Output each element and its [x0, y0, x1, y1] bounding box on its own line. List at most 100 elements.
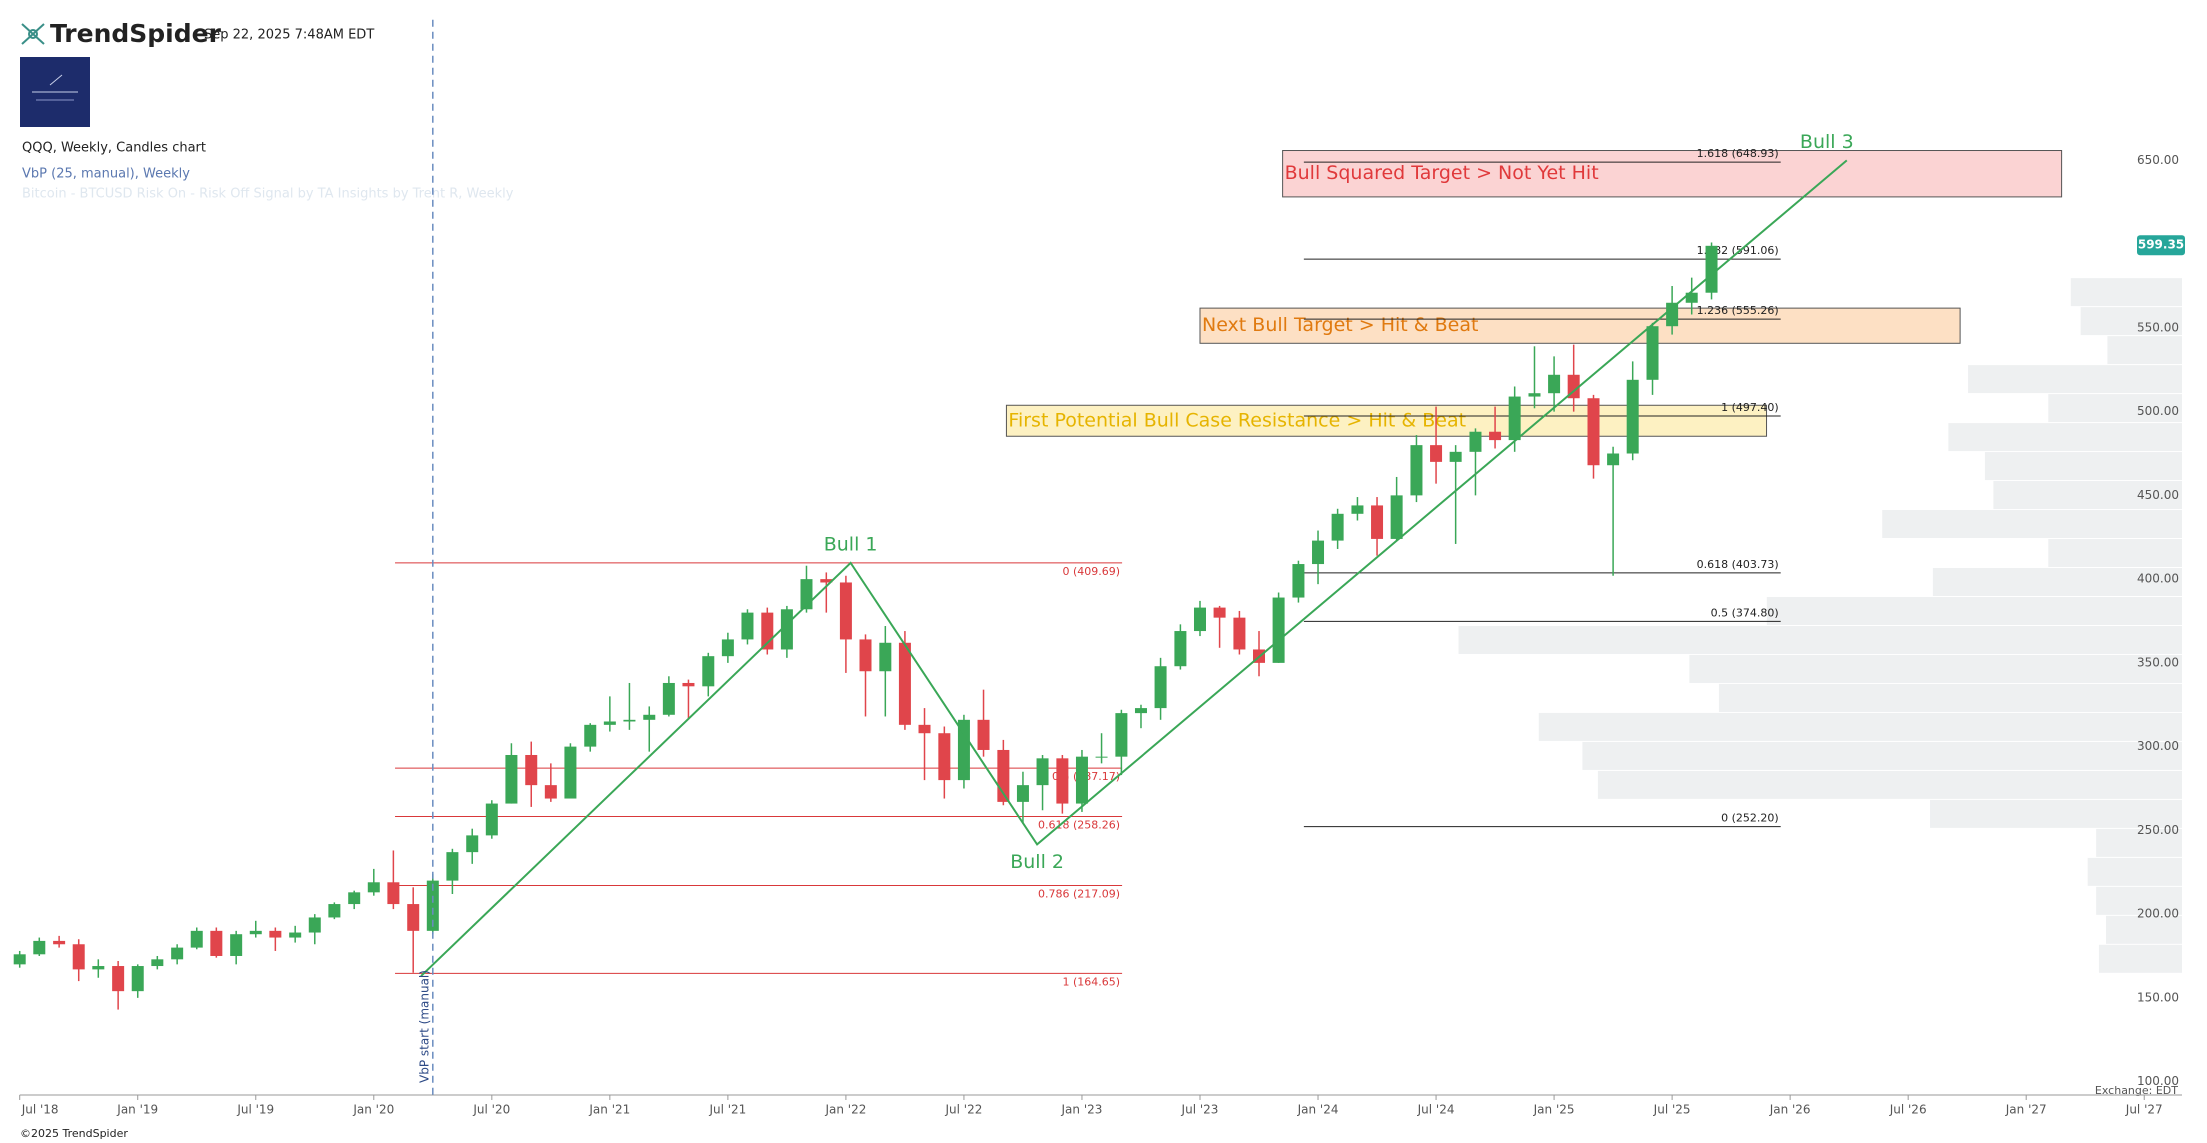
- volume-bar: [2070, 278, 2182, 307]
- candle-body: [72, 944, 85, 970]
- volume-bar: [1718, 683, 2182, 712]
- volume-bar: [2107, 336, 2182, 365]
- candle-body: [367, 882, 380, 893]
- candle-body: [977, 719, 990, 750]
- candle-body: [643, 714, 656, 720]
- zone: [1199, 307, 1961, 344]
- candle-body: [1371, 505, 1384, 539]
- fib-label: 0 (409.69): [1063, 565, 1121, 578]
- candle-body: [603, 721, 616, 725]
- brand: TrendSpider: [50, 19, 222, 48]
- candle-body: [1469, 431, 1482, 452]
- candle-body: [721, 639, 734, 657]
- candle-body: [1351, 505, 1364, 514]
- volume-bar: [1582, 741, 2182, 770]
- y-tick-label: 550.00: [2137, 320, 2179, 334]
- indicator: VbP (25, manual), Weekly: [22, 167, 190, 182]
- candle-body: [1292, 564, 1305, 598]
- candle-body: [1548, 374, 1561, 394]
- y-tick-label: 450.00: [2137, 488, 2179, 502]
- x-tick-label: Jul '27: [2125, 1103, 2163, 1117]
- bull-label: Bull 2: [1010, 851, 1064, 873]
- candle-body: [879, 642, 892, 672]
- candle-body: [1056, 758, 1069, 804]
- y-tick-label: 150.00: [2137, 990, 2179, 1004]
- candle-body: [53, 940, 66, 945]
- logo-icon: [21, 23, 45, 45]
- bull-path: [420, 159, 1848, 977]
- candle-body: [623, 719, 636, 722]
- y-tick-label: 650.00: [2137, 153, 2179, 167]
- volume-bar: [2080, 307, 2182, 336]
- fib-label: 0.786 (217.09): [1038, 887, 1120, 900]
- candle-body: [210, 930, 223, 956]
- timestamp: Sep 22, 2025 7:48AM EDT: [204, 28, 374, 43]
- x-tick-label: Jul '26: [1889, 1103, 1927, 1117]
- zone-label: Next Bull Target > Hit & Beat: [1202, 314, 1478, 336]
- volume-bar: [2048, 394, 2182, 423]
- volume-bar: [1458, 625, 2182, 654]
- candle-body: [682, 682, 695, 687]
- zone-label: First Potential Bull Case Resistance > H…: [1008, 409, 1466, 431]
- x-tick-label: Jul '21: [708, 1103, 746, 1117]
- avatar: [20, 57, 90, 127]
- x-tick-label: Jan '25: [1533, 1103, 1575, 1117]
- candle-body: [112, 966, 125, 992]
- candle-body: [525, 754, 538, 786]
- candle-body: [328, 904, 341, 918]
- fib-label: 1 (164.65): [1063, 975, 1121, 988]
- candle-body: [1587, 398, 1600, 466]
- y-tick-label: 500.00: [2137, 404, 2179, 418]
- volume-bar: [1882, 510, 2182, 539]
- x-tick-label: Jan '26: [1769, 1103, 1811, 1117]
- zone: [1005, 404, 1768, 437]
- volume-bar: [1930, 799, 2182, 828]
- volume-bar: [2048, 539, 2182, 568]
- exchange-note: Exchange: EDT: [2095, 1084, 2178, 1097]
- volume-bar: [1932, 568, 2182, 596]
- x-tick-label: Jul '18: [21, 1103, 59, 1117]
- x-tick-label: Jan '21: [588, 1103, 630, 1117]
- volume-bar: [1968, 365, 2182, 394]
- candle-body: [1666, 302, 1679, 327]
- candle-body: [1528, 393, 1541, 397]
- volume-bar: [2105, 915, 2182, 944]
- volume-bar: [2096, 886, 2182, 915]
- candle-body: [407, 904, 420, 931]
- candle-body: [564, 746, 577, 799]
- candle-body: [938, 733, 951, 781]
- candle-body: [1685, 292, 1698, 303]
- candle-body: [289, 932, 302, 938]
- x-tick-label: Jan '22: [824, 1103, 866, 1117]
- candle-body: [1449, 451, 1462, 462]
- volume-bar: [1948, 423, 2182, 452]
- x-tick-label: Jul '19: [236, 1103, 274, 1117]
- candle-body: [1193, 607, 1206, 632]
- candle-body: [859, 639, 872, 672]
- candle-body: [466, 835, 479, 853]
- price-tag: [2137, 235, 2185, 256]
- candle-body: [131, 966, 144, 992]
- candle-body: [1430, 445, 1443, 462]
- bull-label: Bull 3: [1800, 131, 1854, 153]
- candle-body: [1154, 666, 1167, 709]
- x-tick-label: Jan '19: [116, 1103, 158, 1117]
- candle-body: [1213, 607, 1226, 618]
- candle-body: [1036, 758, 1049, 786]
- candle-body: [13, 954, 26, 965]
- candle-body: [485, 803, 498, 836]
- price-tag-label: 599.35: [2138, 238, 2184, 252]
- candle-body: [1390, 495, 1403, 539]
- candle-body: [92, 966, 105, 970]
- candle-body: [348, 892, 361, 905]
- y-tick-label: 400.00: [2137, 572, 2179, 586]
- chart-title: QQQ, Weekly, Candles chart: [22, 141, 206, 156]
- candle-body: [151, 959, 164, 967]
- zone: [1282, 150, 2063, 198]
- y-tick-label: 350.00: [2137, 655, 2179, 669]
- fib-label: 1.236 (555.26): [1697, 304, 1779, 317]
- candle-body: [1095, 756, 1108, 758]
- volume-bar: [1766, 596, 2182, 625]
- candle-body: [249, 930, 262, 935]
- x-tick-label: Jul '20: [472, 1103, 510, 1117]
